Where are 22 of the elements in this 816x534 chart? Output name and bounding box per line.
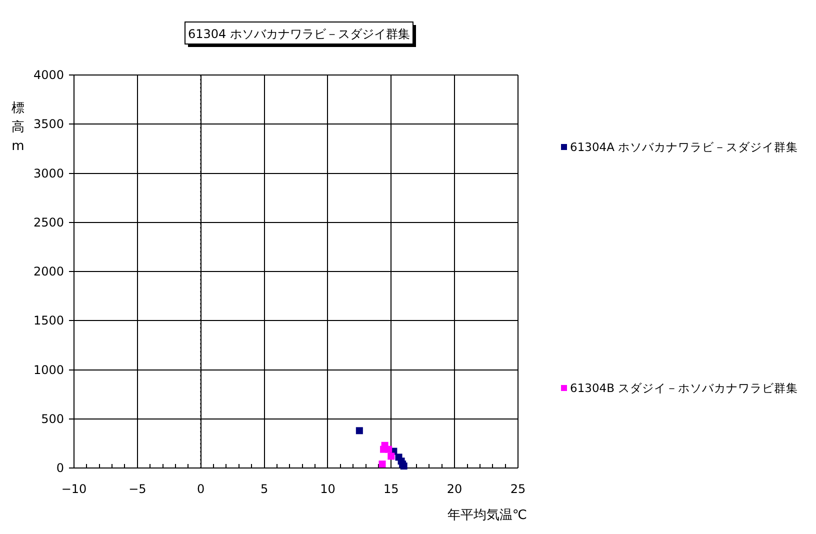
- y-tick-label: 3500: [33, 117, 64, 132]
- x-tick-label: 10: [320, 482, 336, 496]
- y-axis-title: 標高m: [12, 101, 24, 154]
- legend-label: 61304A ホソバカナワラビ－スダジイ群集: [570, 140, 798, 154]
- x-tick-label: 0: [197, 482, 205, 496]
- y-tick-label: 3000: [33, 166, 64, 180]
- x-tick-label: −10: [61, 482, 87, 496]
- y-tick-label: 2500: [33, 215, 64, 230]
- y-tick-label: 500: [41, 412, 64, 426]
- x-tick-label: −5: [128, 482, 146, 496]
- y-tick-label: 4000: [33, 68, 64, 82]
- x-tick-label: 15: [384, 482, 399, 496]
- y-tick-label: 1500: [33, 314, 64, 328]
- x-axis-title: 年平均気温℃: [447, 508, 527, 523]
- x-tick-label: 5: [260, 482, 268, 496]
- chart-title: 61304 ホソバカナワラビ－スダジイ群集: [188, 27, 410, 41]
- y-tick-label: 2000: [33, 264, 64, 278]
- y-tick-label: 0: [56, 461, 64, 475]
- legend-label: 61304B スダジイ－ホソバカナワラビ群集: [570, 381, 798, 395]
- x-tick-label: 20: [446, 482, 462, 496]
- y-tick-label: 1000: [33, 362, 64, 377]
- x-tick-label: 25: [510, 482, 526, 496]
